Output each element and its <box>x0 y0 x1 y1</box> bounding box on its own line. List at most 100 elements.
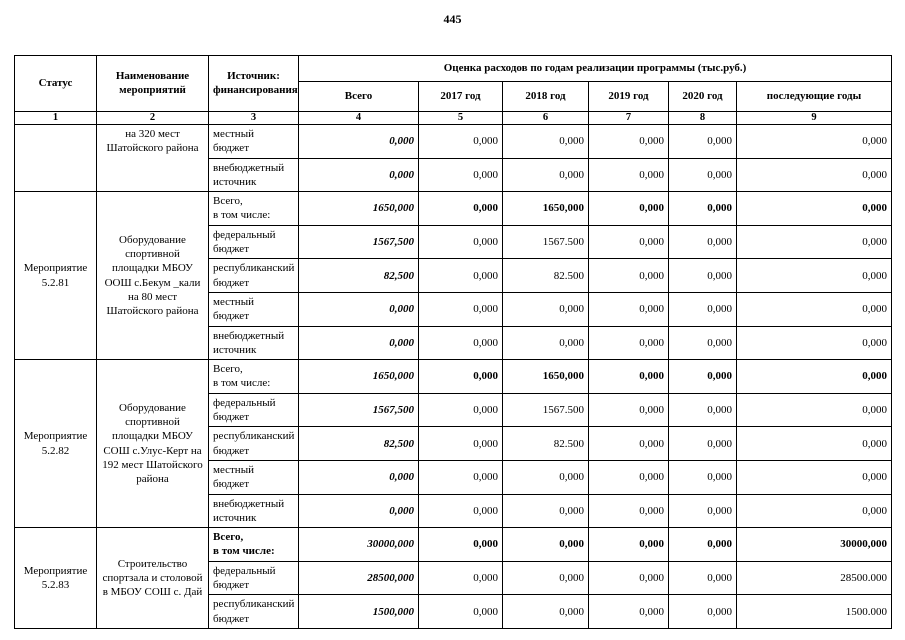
column-number: 9 <box>735 111 893 125</box>
table-row: Мероприятие 5.2.81 Оборудование спортивно… <box>14 191 893 361</box>
value-cell: 0,000 <box>418 224 503 260</box>
value-cell: 0,000 <box>735 291 893 327</box>
value-cell: 0,000 <box>735 157 893 193</box>
name-cell: Строительство спортзала и столовой в МБО… <box>96 527 209 629</box>
value-cell: 0,000 <box>668 459 737 495</box>
value-cell: 0,000 <box>502 459 589 495</box>
value-cell: 0,000 <box>668 560 737 596</box>
value-cell: 0,000 <box>668 258 737 293</box>
budget-table: Статус Наименование мероприятий Источник… <box>14 55 893 629</box>
header-col-2018: 2018 год <box>502 81 589 112</box>
value-cell: 1567.500 <box>502 392 589 428</box>
name-cell: Оборудование спортивной площадки МБОУ СО… <box>96 359 209 529</box>
value-cell: 30000,000 <box>735 527 893 562</box>
value-cell: 1500,000 <box>298 594 419 629</box>
value-cell: 0,000 <box>502 594 589 629</box>
value-cell: 0,000 <box>588 124 669 159</box>
value-cell: 0,000 <box>502 325 589 361</box>
value-cell: 0,000 <box>418 191 503 226</box>
value-cell: 0,000 <box>418 560 503 596</box>
value-cell: 0,000 <box>668 594 737 629</box>
source-cell: республиканский бюджет <box>208 594 299 629</box>
table-row: внебюджетный источник 0,000 0,000 0,000 0,00… <box>15 493 893 529</box>
column-number: 2 <box>96 111 209 125</box>
value-cell: 1567.500 <box>502 224 589 260</box>
value-cell: 1567,500 <box>298 392 419 428</box>
source-cell: Всего, в том числе: <box>208 191 299 226</box>
value-cell: 0,000 <box>588 157 669 193</box>
value-cell: 0,000 <box>418 493 503 529</box>
value-cell: 0,000 <box>735 459 893 495</box>
column-number: 4 <box>298 111 419 125</box>
value-cell: 1650,000 <box>502 191 589 226</box>
value-cell: 0,000 <box>418 157 503 193</box>
table-row: Мероприятие 5.2.83 Строительство спортзал… <box>14 527 893 629</box>
value-cell: 0,000 <box>588 191 669 226</box>
value-cell: 0,000 <box>668 224 737 260</box>
table-row: федеральный бюджет 1567,500 0,000 1567.500 0… <box>15 224 893 260</box>
value-cell: 1567,500 <box>298 224 419 260</box>
source-cell: внебюджетный источник <box>208 325 299 361</box>
table-row: Мероприятие 5.2.82 Оборудование спортивно… <box>14 359 893 529</box>
header-name: Наименование мероприятий <box>96 55 209 112</box>
value-cell: 0,000 <box>668 493 737 529</box>
value-cell: 1650,000 <box>298 191 419 226</box>
header-source: Источник: финансирования <box>208 55 299 112</box>
header-row-top: Статус Наименование мероприятий Источник… <box>14 55 893 112</box>
value-cell: 1650,000 <box>298 359 419 394</box>
value-cell: 0,000 <box>668 291 737 327</box>
value-cell: 82.500 <box>502 426 589 461</box>
value-cell: 0,000 <box>735 493 893 529</box>
column-number: 1 <box>14 111 97 125</box>
column-number: 3 <box>208 111 299 125</box>
value-cell: 0,000 <box>418 392 503 428</box>
column-number: 8 <box>668 111 737 125</box>
source-cell: республиканский бюджет <box>208 258 299 293</box>
value-cell: 0,000 <box>668 527 737 562</box>
value-cell: 0,000 <box>588 459 669 495</box>
value-cell: 28500,000 <box>298 560 419 596</box>
value-cell: 0,000 <box>735 191 893 226</box>
name-cell: Оборудование спортивной площадки МБОУ ОО… <box>96 191 209 361</box>
status-cell: Мероприятие 5.2.81 <box>14 191 97 361</box>
table-header: Статус Наименование мероприятий Источник… <box>14 55 893 125</box>
value-cell: 28500.000 <box>735 560 893 596</box>
value-cell: 0,000 <box>668 191 737 226</box>
table-row: местный бюджет 0,000 0,000 0,000 0,000 0,000 0… <box>15 291 893 327</box>
source-cell: местный бюджет <box>208 124 299 159</box>
value-cell: 0,000 <box>588 560 669 596</box>
value-cell: 0,000 <box>588 291 669 327</box>
value-cell: 1500.000 <box>735 594 893 629</box>
value-cell: 0,000 <box>735 392 893 428</box>
header-col-total: Всего <box>298 81 419 112</box>
value-cell: 0,000 <box>298 459 419 495</box>
value-cell: 0,000 <box>588 325 669 361</box>
value-cell: 0,000 <box>418 527 503 562</box>
column-number: 5 <box>418 111 503 125</box>
table-row: федеральный бюджет 28500,000 0,000 0,000 0,0… <box>15 560 893 596</box>
value-cell: 0,000 <box>668 426 737 461</box>
value-cell: 0,000 <box>588 392 669 428</box>
value-cell: 1650,000 <box>502 359 589 394</box>
source-cell: внебюджетный источник <box>208 157 299 193</box>
source-cell: республиканский бюджет <box>208 426 299 461</box>
value-cell: 0,000 <box>588 594 669 629</box>
value-cell: 0,000 <box>298 124 419 159</box>
source-cell: местный бюджет <box>208 459 299 495</box>
value-cell: 0,000 <box>502 493 589 529</box>
value-cell: 0,000 <box>298 291 419 327</box>
value-cell: 0,000 <box>502 291 589 327</box>
value-cell: 0,000 <box>668 359 737 394</box>
table-row: местный бюджет 0,000 0,000 0,000 0,000 0,000 0… <box>15 459 893 495</box>
value-cell: 0,000 <box>418 325 503 361</box>
header-col-2020: 2020 год <box>668 81 737 112</box>
value-cell: 0,000 <box>502 124 589 159</box>
value-cell: 0,000 <box>735 224 893 260</box>
value-cell: 0,000 <box>298 493 419 529</box>
source-cell: Всего, в том числе: <box>208 359 299 394</box>
value-cell: 0,000 <box>668 325 737 361</box>
table-row: республиканский бюджет 82,500 0,000 82.500 0… <box>15 426 893 461</box>
value-cell: 0,000 <box>502 560 589 596</box>
value-cell: 0,000 <box>668 157 737 193</box>
